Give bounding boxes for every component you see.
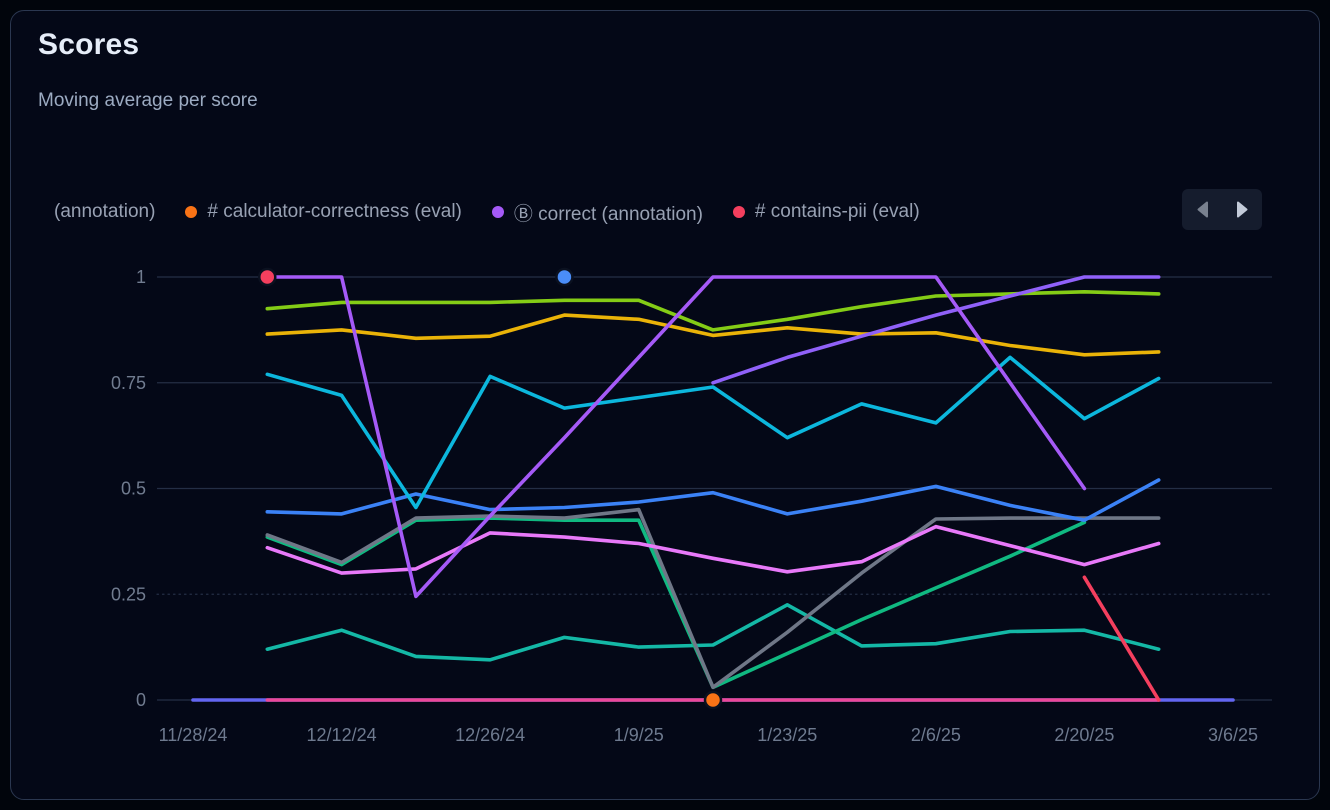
y-axis-tick-label: 0.75: [111, 373, 146, 393]
line-cyan-series: [265, 355, 1161, 510]
x-axis-tick-label: 12/12/24: [307, 725, 377, 745]
legend-next-button[interactable]: [1233, 200, 1251, 220]
x-axis-tick-label: 12/26/24: [455, 725, 525, 745]
x-axis-tick-label: 11/28/24: [159, 725, 228, 745]
line-magenta-series: [265, 524, 1161, 575]
point-blue-isolated-point: [555, 267, 574, 287]
line-emerald-series: [265, 516, 1087, 690]
legend: (annotation) # calculator-correctness (e…: [54, 193, 920, 231]
chevron-left-icon: [1197, 201, 1208, 218]
legend-pager: [1182, 189, 1262, 230]
legend-item-calculator-correctness[interactable]: # calculator-correctness (eval): [185, 201, 462, 223]
x-axis-tick-label: 3/6/25: [1208, 725, 1258, 745]
page-title: Scores: [38, 28, 140, 61]
y-axis-tick-label: 0: [136, 690, 146, 710]
scores-line-chart: 0 0.25 0.5 0.75 1 11/28/24 12/12/24 12/26/24 1/9…: [111, 267, 1273, 745]
legend-item-correct-annotation[interactable]: Ⓑ correct (annotation): [491, 199, 703, 226]
line-correct-annotation: [265, 275, 1087, 599]
y-axis-tick-label: 0.25: [111, 584, 146, 604]
line-blue-series: [265, 478, 1161, 523]
x-axis-tick-label: 2/6/25: [911, 725, 961, 745]
x-axis-tick-label: 2/20/25: [1054, 725, 1114, 745]
point-contains-pii-eval: [258, 267, 277, 287]
line-violet-rising-series: [711, 275, 1161, 385]
line-contains-pii-eval: [1082, 575, 1161, 702]
line-gray-series: [265, 507, 1161, 690]
legend-dot-purple: [491, 206, 504, 218]
chevron-right-icon: [1236, 201, 1247, 218]
line-lime-series: [265, 289, 1161, 332]
scores-card: [10, 10, 1320, 800]
legend-prev-button[interactable]: [1193, 200, 1211, 220]
legend-item-truncated[interactable]: (annotation): [54, 201, 156, 222]
y-axis-tick-label: 0.5: [121, 479, 146, 499]
legend-dot-orange: [185, 206, 198, 218]
point-calculator-correctness-eval: [703, 690, 723, 710]
line-amber-series: [265, 313, 1161, 357]
x-axis-tick-label: 1/23/25: [757, 725, 817, 745]
legend-item-contains-pii[interactable]: # contains-pii (eval): [732, 201, 920, 223]
y-axis-tick-label: 1: [136, 267, 146, 287]
page-subtitle: Moving average per score: [38, 90, 258, 111]
line-teal-series: [265, 602, 1161, 662]
legend-dot-red: [732, 206, 745, 218]
x-axis-tick-label: 1/9/25: [614, 725, 664, 745]
